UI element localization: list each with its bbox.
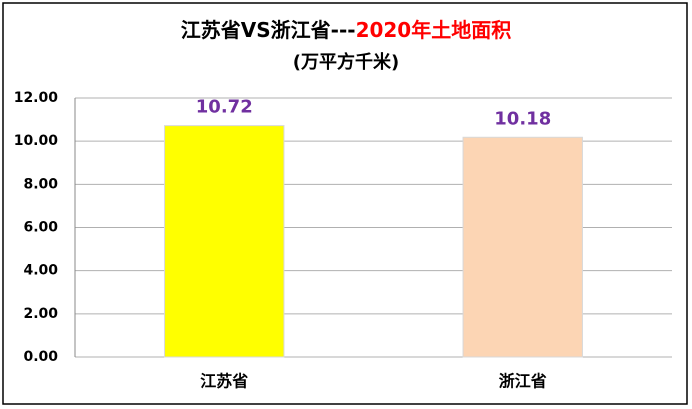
title-part: 2020年土地面积 xyxy=(356,18,512,42)
y-tick-label: 12.00 xyxy=(14,90,59,106)
value-label: 10.18 xyxy=(494,108,551,129)
title-part: 江苏省VS浙江省--- xyxy=(181,18,356,42)
bar xyxy=(462,136,583,358)
value-label: 10.72 xyxy=(196,97,253,118)
y-tick-label: 2.00 xyxy=(23,306,58,322)
y-tick-label: 0.00 xyxy=(23,349,58,365)
y-tick-label: 10.00 xyxy=(14,133,59,149)
y-tick-label: 6.00 xyxy=(23,220,58,236)
chart-subtitle: (万平方千米) xyxy=(293,51,399,73)
x-tick-label: 江苏省 xyxy=(200,372,248,391)
bar xyxy=(164,125,285,358)
x-tick-label: 浙江省 xyxy=(499,372,547,391)
y-tick-label: 8.00 xyxy=(23,176,58,192)
y-tick-label: 4.00 xyxy=(23,263,58,279)
chart-title: 江苏省VS浙江省---2020年土地面积 xyxy=(181,18,511,42)
